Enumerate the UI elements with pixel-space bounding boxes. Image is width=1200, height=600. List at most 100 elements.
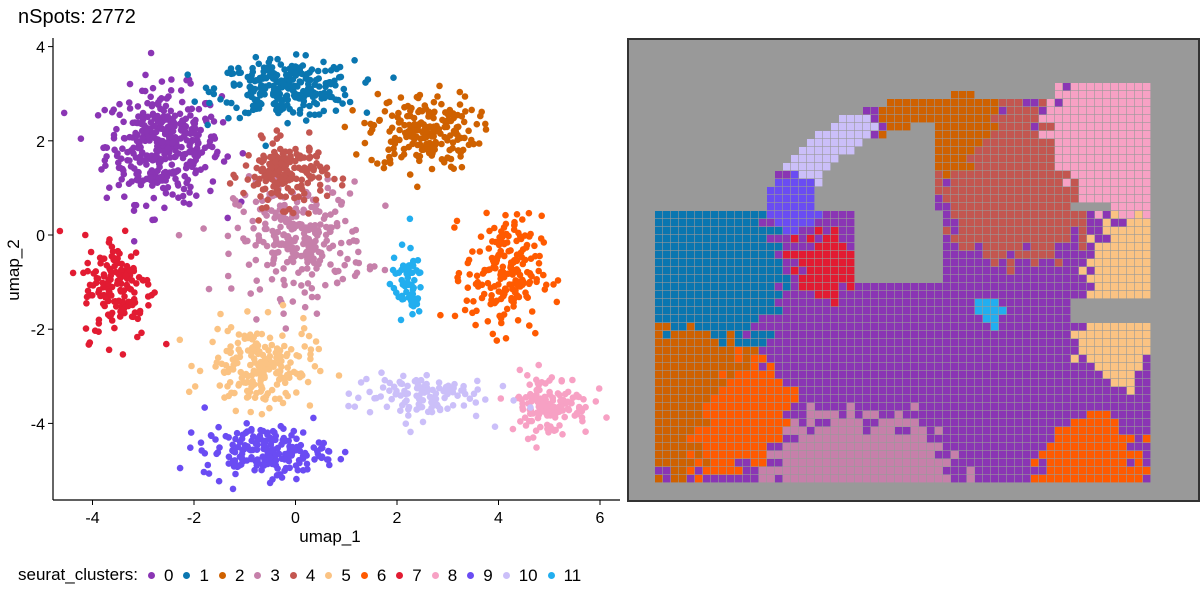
- cluster-0-point: [121, 193, 128, 200]
- spot-cluster-4: [1023, 147, 1031, 155]
- spot-cluster-0: [1031, 339, 1039, 347]
- spot-cluster-8: [1127, 211, 1135, 219]
- cluster-11-point: [409, 269, 416, 277]
- cluster-6-point: [497, 247, 505, 255]
- spot-cluster-0: [927, 291, 935, 299]
- cluster-2-point: [414, 141, 421, 149]
- spot-cluster-0: [1015, 475, 1023, 483]
- spot-cluster-0: [999, 267, 1007, 275]
- spot-cluster-8: [1127, 99, 1135, 107]
- spot-cluster-0: [1127, 427, 1135, 435]
- spot-cluster-10: [855, 115, 863, 123]
- spot-cluster-8: [1111, 83, 1119, 91]
- spot-cluster-1: [687, 259, 695, 267]
- cluster-0-point: [147, 49, 155, 57]
- spot-cluster-0: [943, 203, 951, 211]
- spot-cluster-0: [1039, 315, 1047, 323]
- spot-cluster-2: [895, 107, 903, 115]
- spot-cluster-6: [1103, 459, 1111, 467]
- cluster-6-point: [537, 235, 545, 242]
- spot-cluster-6: [1087, 419, 1095, 427]
- spot-cluster-2: [671, 363, 679, 371]
- spot-cluster-10: [871, 123, 879, 131]
- spot-cluster-4: [975, 171, 983, 179]
- spot-cluster-0: [1007, 475, 1015, 483]
- spot-cluster-2: [879, 107, 887, 115]
- spot-cluster-0: [855, 379, 863, 387]
- spot-cluster-5: [1119, 235, 1127, 243]
- spot-cluster-6: [1111, 451, 1119, 459]
- spot-cluster-1: [775, 259, 783, 267]
- spot-cluster-5: [1127, 331, 1135, 339]
- cluster-2-point: [380, 164, 388, 172]
- cluster-3-point: [317, 249, 325, 257]
- spot-cluster-10: [823, 163, 831, 171]
- cluster-4-point: [306, 154, 313, 162]
- spot-cluster-6: [743, 387, 751, 395]
- spot-cluster-10: [831, 155, 839, 163]
- cluster-8-point: [556, 422, 563, 429]
- spot-cluster-1: [767, 275, 775, 283]
- cluster-1-point: [302, 117, 310, 124]
- spot-cluster-3: [847, 419, 855, 427]
- spot-cluster-0: [959, 435, 967, 443]
- spot-cluster-5: [1111, 283, 1119, 291]
- cluster-8-point: [535, 361, 542, 369]
- spot-cluster-1: [671, 283, 679, 291]
- spot-cluster-4: [1071, 219, 1079, 227]
- cluster-3-point: [280, 265, 287, 272]
- spot-cluster-0: [1015, 283, 1023, 291]
- spot-cluster-4: [991, 179, 999, 187]
- spot-cluster-0: [807, 347, 815, 355]
- spot-cluster-0: [967, 307, 975, 315]
- spot-cluster-0: [775, 235, 783, 243]
- cluster-1-point: [351, 57, 358, 64]
- cluster-6-point: [453, 217, 461, 225]
- spot-cluster-6: [719, 419, 727, 427]
- spot-cluster-4: [959, 195, 967, 203]
- cluster-3-point: [298, 221, 305, 228]
- cluster-0-point: [186, 142, 193, 149]
- spot-cluster-2: [711, 339, 719, 347]
- spot-cluster-0: [775, 331, 783, 339]
- spot-cluster-8: [1119, 123, 1127, 131]
- spot-cluster-7: [815, 267, 823, 275]
- spot-cluster-0: [959, 379, 967, 387]
- spot-cluster-2: [671, 467, 679, 475]
- cluster-4-point: [291, 164, 298, 172]
- spot-cluster-8: [1103, 99, 1111, 107]
- spot-cluster-0: [1007, 291, 1015, 299]
- spot-cluster-2: [967, 123, 975, 131]
- spot-cluster-10: [839, 139, 847, 147]
- spot-cluster-7: [823, 235, 831, 243]
- cluster-9-point: [268, 435, 275, 443]
- spot-cluster-3: [895, 467, 903, 475]
- spot-cluster-3: [831, 475, 839, 483]
- cluster-0-point: [182, 130, 189, 138]
- spot-cluster-0: [1039, 459, 1047, 467]
- spot-cluster-3: [815, 475, 823, 483]
- spot-cluster-0: [935, 387, 943, 395]
- spot-cluster-3: [823, 467, 831, 475]
- cluster-0-point: [144, 99, 151, 107]
- cluster-7-point: [90, 270, 97, 277]
- spot-cluster-0: [1007, 467, 1015, 475]
- cluster-0-point: [147, 174, 155, 181]
- spot-cluster-0: [823, 347, 831, 355]
- spot-cluster-0: [927, 371, 935, 379]
- spot-cluster-0: [855, 387, 863, 395]
- legend-item-4: 4: [289, 566, 315, 586]
- spot-cluster-1: [695, 243, 703, 251]
- cluster-7-point: [116, 313, 124, 320]
- spot-cluster-0: [719, 475, 727, 483]
- spot-cluster-1: [727, 235, 735, 243]
- spot-cluster-6: [735, 443, 743, 451]
- spot-cluster-0: [799, 243, 807, 251]
- spot-cluster-9: [807, 179, 815, 187]
- cluster-0-point: [147, 119, 155, 126]
- spot-cluster-9: [767, 203, 775, 211]
- spot-cluster-0: [1039, 291, 1047, 299]
- spot-cluster-0: [1047, 347, 1055, 355]
- spot-cluster-0: [1063, 395, 1071, 403]
- cluster-1-point: [217, 96, 224, 103]
